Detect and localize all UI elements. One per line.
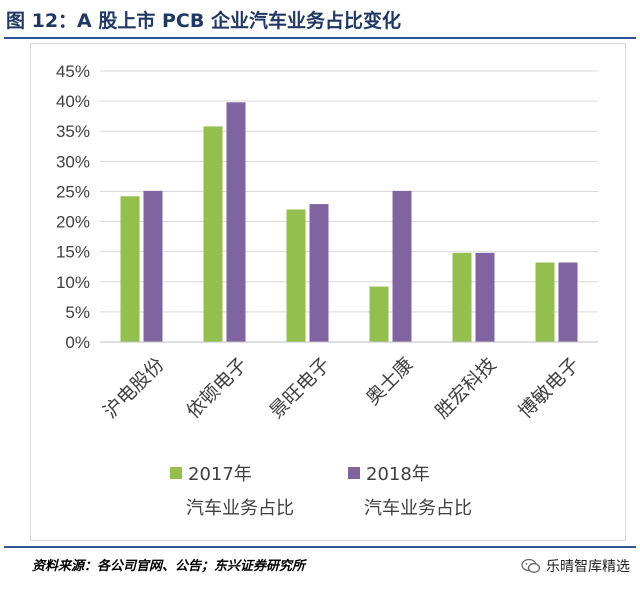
watermark: 乐晴智库精选 (521, 556, 630, 576)
x-category-label: 胜宏科技 (431, 354, 500, 423)
y-tick-label: 40% (56, 92, 90, 111)
bar-series1 (286, 209, 306, 342)
bar-series2 (226, 102, 246, 342)
title-rule (4, 37, 636, 39)
y-tick-label: 45% (56, 62, 90, 81)
bar-series1 (203, 126, 223, 342)
y-tick-label: 25% (56, 182, 90, 201)
y-axis-ticks: 0% 5% 10% 15% 20% 25% 30% 35% 40% 45% (56, 62, 90, 352)
bar-series2 (558, 262, 578, 342)
x-category-label: 景旺电子 (265, 354, 334, 423)
y-tick-label: 0% (65, 333, 90, 352)
y-tick-label: 15% (56, 243, 90, 262)
bar-series1 (369, 286, 389, 342)
bar-series2 (143, 190, 163, 342)
x-axis-categories: 沪电股份 依顿电子 景旺电子 奥士康 胜宏科技 博敏电子 (99, 354, 583, 423)
x-category-label: 奥士康 (362, 354, 418, 410)
y-tick-label: 10% (56, 273, 90, 292)
legend-label-line2: 汽车业务占比 (186, 498, 294, 519)
bar-series1 (535, 262, 555, 342)
gridlines (100, 70, 598, 313)
bar-series2 (392, 190, 412, 342)
y-tick-label: 35% (56, 122, 90, 141)
legend-swatch (348, 467, 360, 479)
y-tick-label: 20% (56, 213, 90, 232)
watermark-text: 乐晴智库精选 (546, 559, 630, 575)
wechat-icon (521, 558, 541, 573)
y-tick-label: 5% (65, 303, 90, 322)
bar-series2 (475, 252, 495, 342)
legend-swatch (170, 467, 182, 479)
legend-label-line2: 汽车业务占比 (364, 498, 472, 519)
source-note: 资料来源：各公司官网、公告；东兴证券研究所 (32, 559, 306, 574)
source-rule (4, 546, 636, 548)
figure-title: 图 12：A 股上市 PCB 企业汽车业务占比变化 (6, 10, 401, 32)
bar-series2 (309, 204, 329, 342)
legend-label-line1: 2018年 (366, 464, 430, 485)
bar-series1 (120, 196, 140, 342)
x-category-label: 依顿电子 (182, 354, 251, 423)
bar-series1 (452, 252, 472, 342)
x-category-label: 沪电股份 (99, 354, 168, 423)
x-category-label: 博敏电子 (514, 354, 583, 423)
y-tick-label: 30% (56, 152, 90, 171)
bars (120, 102, 578, 342)
chart-frame (30, 43, 626, 541)
legend-label-line1: 2017年 (188, 464, 252, 485)
